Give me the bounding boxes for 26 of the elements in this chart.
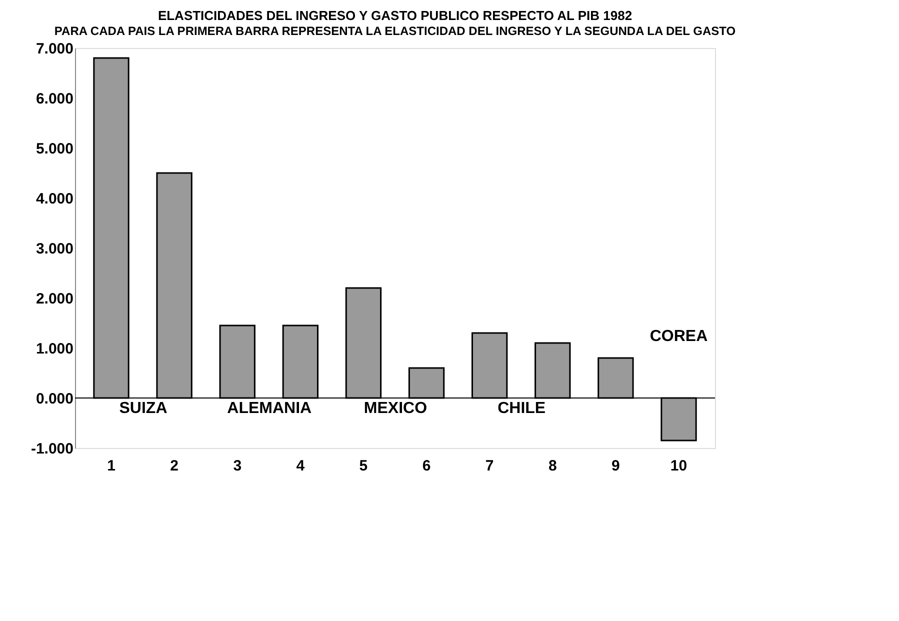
y-tick-label: 7.000 <box>36 40 74 58</box>
x-tick-label: 2 <box>170 458 178 474</box>
annotation: SUIZA <box>119 400 168 417</box>
y-tick-label: 2.000 <box>36 290 74 308</box>
y-tick-label: 3.000 <box>36 240 74 258</box>
x-tick-label: 4 <box>296 458 306 474</box>
x-tick-label: 6 <box>422 458 431 474</box>
y-tick-label: -1.000 <box>30 440 74 458</box>
chart-title: ELASTICIDADES DEL INGRESO Y GASTO PUBLICO RESPECTO AL PIB 1982 <box>158 8 632 23</box>
x-tick-label: 3 <box>233 458 242 474</box>
x-tick-label: 8 <box>548 458 557 474</box>
x-tick-label: 5 <box>359 458 368 474</box>
x-tick-label: 7 <box>485 458 494 474</box>
annotation: ALEMANIA <box>227 400 312 417</box>
annotation: MEXICO <box>364 400 428 417</box>
y-tick-label: 6.000 <box>36 90 74 108</box>
x-tick-label: 9 <box>612 458 620 474</box>
x-tick-label: 10 <box>670 458 688 474</box>
y-tick-label: 4.000 <box>36 190 74 208</box>
y-tick-label: 0.000 <box>36 390 74 408</box>
y-tick-label: 5.000 <box>36 140 74 158</box>
annotation: COREA <box>650 328 708 345</box>
annotation: CHILE <box>498 400 546 417</box>
x-tick-label: 1 <box>107 458 116 474</box>
chart-subtitle: PARA CADA PAIS LA PRIMERA BARRA REPRESENTA LA ELASTICIDAD DEL INGRESO Y LA SEGUNDA LA DEL GASTO <box>54 24 736 38</box>
y-tick-label: 1.000 <box>36 340 74 358</box>
